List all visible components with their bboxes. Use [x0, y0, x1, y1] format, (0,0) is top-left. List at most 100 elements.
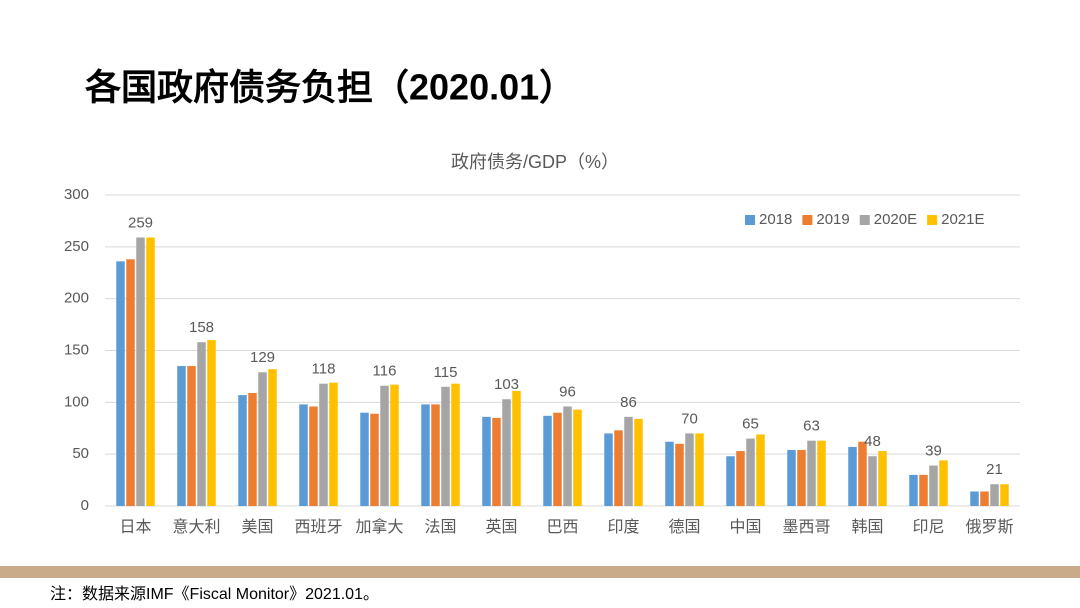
bar	[512, 390, 521, 506]
bar	[299, 404, 308, 506]
bar	[563, 406, 572, 506]
data-label: 158	[189, 319, 214, 336]
legend-label: 2021E	[941, 211, 984, 228]
y-tick-label: 200	[64, 290, 89, 307]
x-tick-label: 德国	[668, 518, 700, 536]
bar	[309, 406, 318, 506]
bar	[848, 446, 857, 506]
data-label: 65	[742, 416, 759, 433]
legend-label: 2018	[759, 211, 792, 228]
y-tick-label: 250	[64, 238, 89, 255]
bar	[258, 372, 267, 506]
bar	[970, 491, 979, 506]
bar	[939, 460, 948, 506]
x-tick-label: 日本	[119, 518, 151, 536]
bar	[624, 416, 633, 506]
bar	[360, 412, 369, 506]
footnote: 注：数据来源IMF《Fiscal Monitor》2021.01。	[50, 585, 379, 603]
data-label: 63	[803, 418, 820, 435]
bar	[207, 340, 216, 506]
data-label: 39	[925, 443, 942, 460]
bar	[929, 465, 938, 506]
bar	[177, 366, 186, 506]
y-tick-label: 300	[64, 186, 89, 203]
y-tick-label: 50	[72, 445, 89, 462]
bar	[726, 456, 735, 506]
x-tick-label: 印度	[607, 518, 639, 536]
bar	[238, 395, 247, 506]
legend-swatch	[927, 215, 938, 225]
bar	[502, 399, 511, 506]
bar	[919, 474, 928, 506]
bar	[319, 383, 328, 506]
bar	[736, 451, 745, 506]
bar	[553, 412, 562, 506]
bar	[197, 342, 206, 506]
x-tick-label: 印尼	[912, 518, 944, 536]
x-tick-label: 巴西	[546, 519, 578, 536]
bar	[685, 433, 694, 506]
data-label: 259	[128, 214, 153, 231]
x-tick-label: 中国	[729, 518, 761, 536]
bar	[807, 440, 816, 506]
bar	[390, 384, 399, 506]
bar	[380, 385, 389, 506]
bar	[146, 237, 155, 506]
chart-title: 政府债务/GDP（%）	[451, 152, 619, 172]
bar	[878, 451, 887, 506]
legend-label: 2020E	[874, 211, 917, 228]
slide-title: 各国政府债务负担（2020.01）	[85, 67, 575, 108]
legend-swatch	[859, 215, 870, 225]
x-tick-label: 意大利	[172, 517, 220, 536]
x-tick-label: 美国	[241, 518, 273, 536]
bar	[990, 484, 999, 506]
bar	[268, 369, 277, 506]
legend-swatch	[745, 215, 755, 225]
data-label: 86	[620, 394, 637, 411]
x-tick-label: 西班牙	[294, 518, 342, 536]
y-tick-label: 100	[64, 393, 89, 410]
y-tick-label: 150	[64, 341, 89, 358]
data-label: 48	[864, 433, 881, 450]
bar	[187, 366, 196, 506]
x-tick-label: 俄罗斯	[965, 518, 1013, 536]
x-tick-label: 法国	[424, 518, 456, 536]
legend-label: 2019	[816, 211, 849, 228]
bar	[909, 474, 918, 506]
bar	[634, 418, 643, 506]
bar	[451, 383, 460, 506]
bar	[868, 456, 877, 506]
bar	[573, 409, 582, 506]
bar	[817, 440, 826, 506]
data-label: 103	[494, 376, 519, 393]
bar	[675, 443, 684, 506]
bar	[980, 491, 989, 506]
bar	[858, 441, 867, 506]
legend-swatch	[802, 215, 813, 225]
bar	[797, 450, 806, 506]
bar	[665, 441, 674, 506]
bar	[604, 433, 613, 506]
bar	[116, 261, 125, 506]
bar	[370, 413, 379, 506]
y-tick-label: 0	[81, 497, 89, 514]
bar	[1000, 484, 1009, 506]
bar	[329, 382, 338, 506]
bar	[756, 434, 765, 506]
bar	[746, 438, 755, 506]
x-tick-label: 英国	[485, 518, 517, 536]
data-label: 129	[250, 349, 275, 366]
bar	[126, 259, 135, 506]
data-label: 96	[559, 383, 576, 400]
bar	[248, 393, 257, 506]
bar	[543, 415, 552, 506]
bar	[136, 237, 145, 506]
bar	[421, 404, 430, 506]
x-tick-label: 墨西哥	[782, 519, 830, 536]
bar	[695, 433, 704, 506]
bar	[787, 450, 796, 506]
bar	[482, 416, 491, 506]
data-label: 21	[986, 461, 1003, 478]
bar	[614, 430, 623, 506]
